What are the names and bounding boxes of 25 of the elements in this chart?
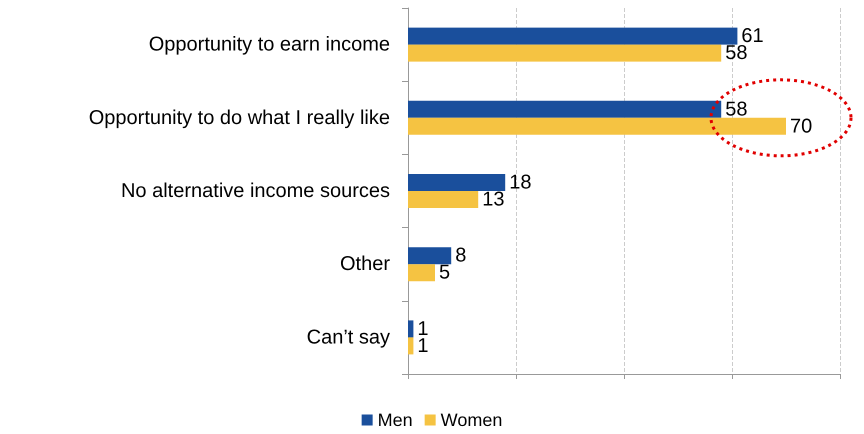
bar [408,191,478,208]
data-label: 5 [439,262,450,284]
bar [408,174,506,191]
data-label: 8 [455,244,466,267]
bar [408,264,435,282]
y-tick-label: No alternative income sources [120,180,390,202]
bar [408,118,786,135]
legend-label: Men [378,410,413,430]
bar [408,247,452,264]
data-label: 18 [509,172,532,194]
data-label: 70 [790,115,812,138]
data-label: 13 [482,188,504,210]
y-tick-label: Other [340,253,390,276]
bar [408,337,414,354]
bar [408,28,738,45]
y-tick-label: Can’t say [306,326,390,348]
data-label: 58 [725,98,748,120]
data-label: 58 [725,42,748,64]
legend-label: Women [440,410,502,430]
bar [408,320,414,338]
y-tick-label: Opportunity to earn income [148,34,390,56]
y-tick-label: Opportunity to do what I really like [88,106,390,129]
bar [408,100,722,118]
bar [408,44,722,62]
data-label: 1 [417,334,429,357]
